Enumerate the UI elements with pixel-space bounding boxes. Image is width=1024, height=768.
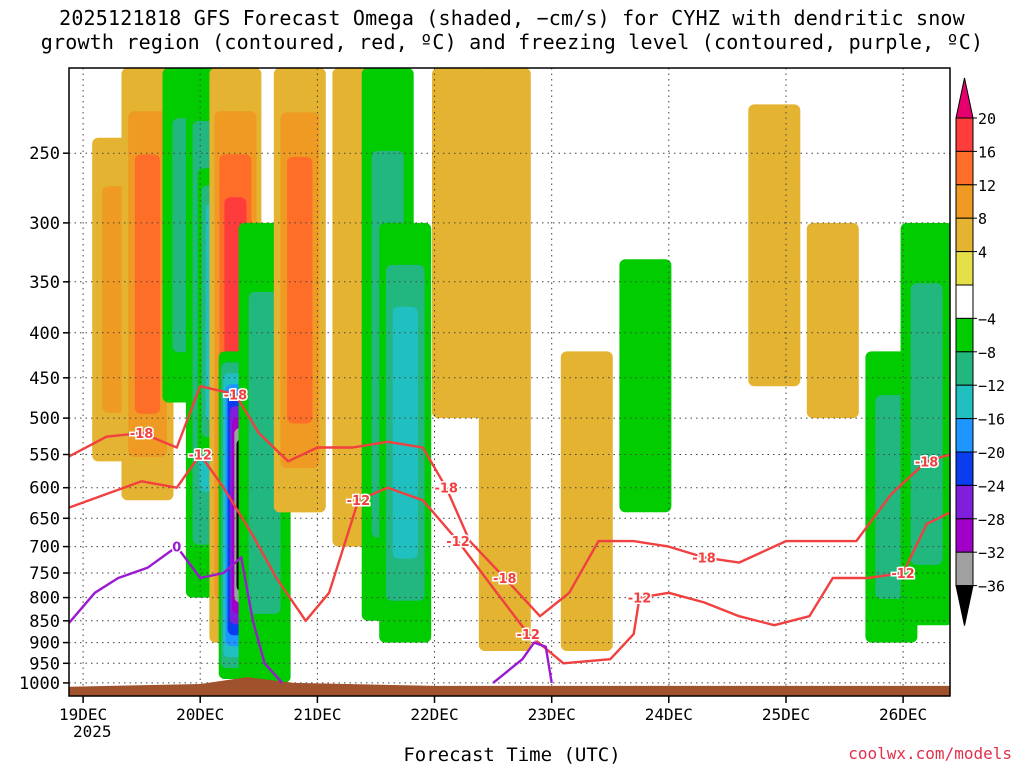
colorbar-label: −32 [978,544,1005,562]
colorbar-segment [955,451,974,486]
contour-label: -12 [347,494,371,509]
colorbar-label: 16 [978,143,996,161]
colorbar-segment [955,217,974,253]
x-axis: 19DEC 20DEC 21DEC 22DEC 23DEC 24DEC 25DEC 26DEC [59,696,927,724]
colorbar: 20 16 12 8 4 −4 −8 −12 −16 −20 −24 −28 −32 −36 [955,77,1005,626]
y-tick-label: 950 [29,654,60,674]
omega-cell [287,156,313,424]
x-tick-label: 23DEC [528,705,576,724]
colorbar-label: 8 [978,210,987,228]
omega-cell [248,291,281,614]
omega-cell [432,68,484,419]
x-tick-label: 26DEC [879,705,927,724]
contour-label: -12 [628,592,652,607]
colorbar-segment [955,117,974,152]
chart-title-line-2: growth region (contoured, red, ºC) and f… [40,30,984,54]
colorbar-bottom-arrow [955,585,974,626]
contour-label: 0 [172,541,181,556]
y-tick-label: 900 [29,634,60,654]
omega-cell [748,104,801,387]
contour-label: -18 [692,551,716,566]
plot-frame [68,67,951,697]
contour-label: -12 [446,535,470,550]
colorbar-segment [955,351,974,386]
y-tick-label: 800 [29,589,60,609]
colorbar-segment [955,150,974,186]
x-tick-label: 24DEC [645,705,693,724]
y-tick-label: 550 [29,446,60,466]
contour-layer: -18 -12 -18 -12 -18 -12 -18 -12 -18 -12 -18 -12 0 [69,385,950,684]
omega-cell [478,68,531,651]
colorbar-label: 4 [978,244,987,262]
colorbar-segment [955,551,974,587]
y-tick-label: 1000 [19,674,60,694]
freezing-level-contour [69,545,284,684]
omega-cell [910,283,943,565]
dgz-minus18-contour [69,385,950,618]
colorbar-segment [955,317,974,353]
colorbar-label: −16 [978,411,1005,429]
dgz-minus12-contour [69,453,950,665]
colorbar-label: 20 [978,110,996,128]
y-tick-label: 300 [29,214,60,234]
contour-label: -12 [188,449,212,464]
colorbar-label: −28 [978,511,1005,529]
y-tick-label: 650 [29,509,60,529]
chart-title-line-1: 2025121818 GFS Forecast Omega (shaded, −… [59,6,965,30]
colorbar-label: −20 [978,444,1005,462]
colorbar-segment [955,284,974,319]
y-tick-label: 850 [29,612,60,632]
colorbar-label: 12 [978,177,996,195]
credit-link[interactable]: coolwx.com/models [848,744,1012,763]
y-tick-label: 750 [29,564,60,584]
contour-label: -18 [915,455,939,470]
contour-label: -18 [493,572,517,587]
contour-label: -18 [130,427,154,442]
y-axis: 2503003504004505005506006507007508008509… [19,144,69,694]
colorbar-label: −4 [978,310,996,328]
colorbar-segment [955,518,974,553]
colorbar-segment [955,418,974,453]
contour-label: -18 [434,482,458,497]
contour-label: -12 [516,628,540,643]
colorbar-label: −36 [978,578,1005,596]
x-tick-label: 19DEC [59,705,107,724]
contour-label: -12 [891,567,915,582]
freezing-level-dome-contour [492,641,553,684]
omega-cell [875,395,908,599]
y-tick-label: 500 [29,409,60,429]
y-tick-label: 700 [29,538,60,558]
colorbar-label: −24 [978,477,1005,495]
terrain-layer [69,677,950,696]
x-tick-label: 25DEC [762,705,810,724]
omega-cell [560,351,613,651]
gridlines [69,68,950,696]
y-tick-label: 600 [29,479,60,499]
terrain-fill [69,677,950,696]
y-tick-label: 450 [29,369,60,389]
y-tick-label: 400 [29,324,60,344]
colorbar-segment [955,184,974,219]
colorbar-segment [955,251,974,286]
x-tick-label: 20DEC [176,705,224,724]
year-label: 2025 [73,722,112,741]
colorbar-segment [955,384,974,420]
colorbar-label: −12 [978,377,1005,395]
x-tick-label: 21DEC [293,705,341,724]
colorbar-label: −8 [978,344,996,362]
omega-cell [619,259,672,513]
x-tick-label: 22DEC [410,705,458,724]
contour-label: -18 [224,388,248,403]
omega-cell [392,306,418,559]
omega-cell [134,154,161,414]
y-tick-label: 250 [29,144,60,164]
y-tick-label: 350 [29,273,60,293]
colorbar-top-arrow [955,77,974,119]
x-axis-label: Forecast Time (UTC) [403,744,621,766]
omega-shading-layer [92,68,950,683]
colorbar-segment [955,484,974,520]
omega-cell [806,222,859,419]
